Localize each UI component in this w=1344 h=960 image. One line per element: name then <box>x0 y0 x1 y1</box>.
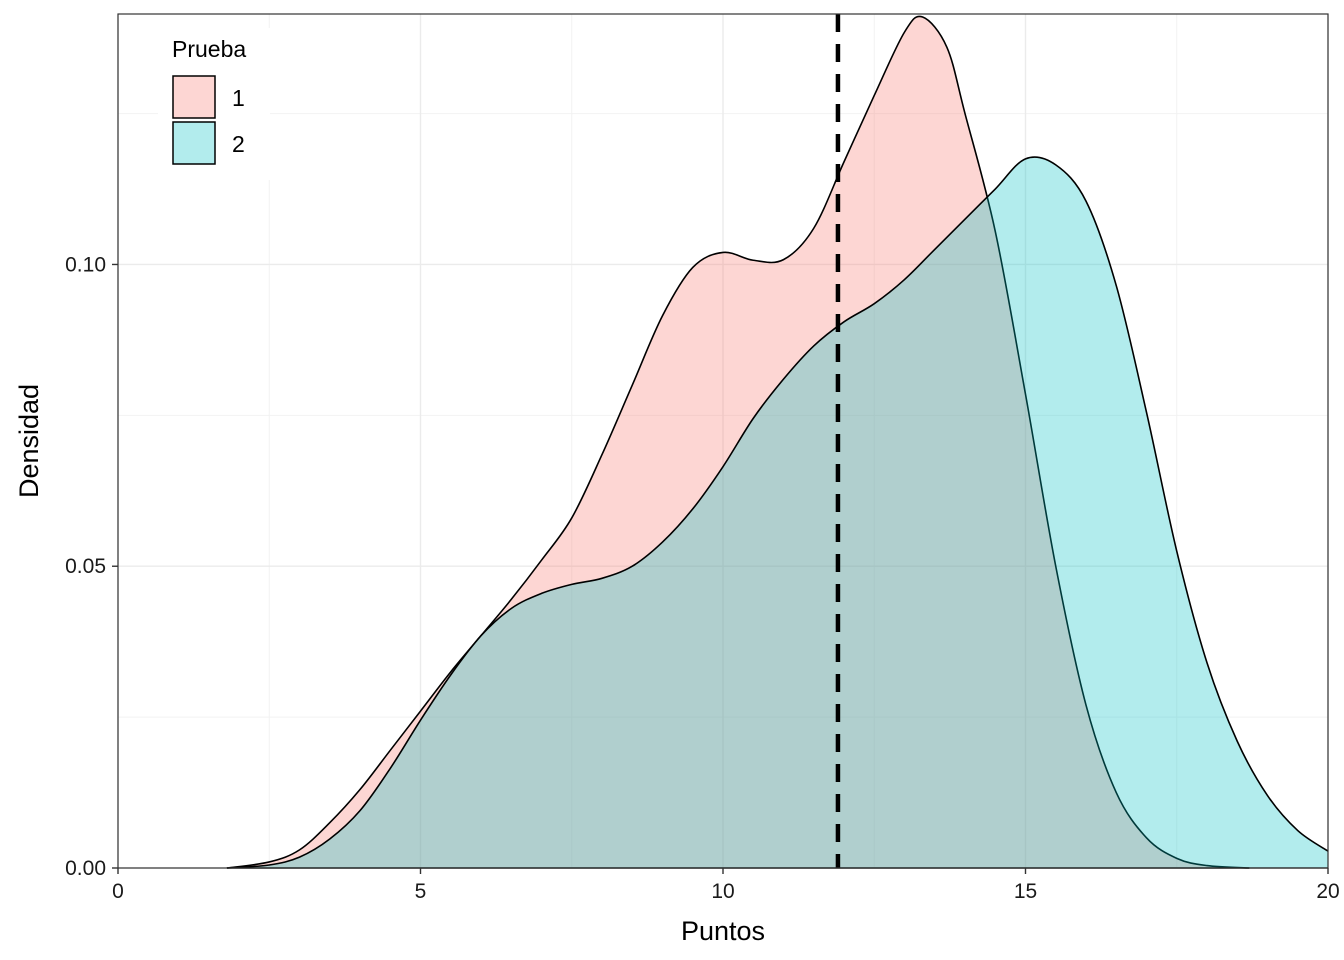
x-tick-label: 10 <box>711 880 734 903</box>
density-area-series-2 <box>226 157 1328 868</box>
legend-title: Prueba <box>172 36 246 62</box>
legend-label-series-1: 1 <box>232 85 245 111</box>
y-tick-label: 0.05 <box>65 555 106 578</box>
x-tick-label: 20 <box>1316 880 1339 903</box>
x-tick-label: 15 <box>1014 880 1037 903</box>
x-axis-title: Puntos <box>681 916 765 946</box>
x-tick-label: 5 <box>415 880 427 903</box>
y-tick-label: 0.00 <box>65 857 106 880</box>
y-axis: 0.00 0.05 0.10 <box>65 253 118 880</box>
y-tick-label: 0.10 <box>65 253 106 276</box>
legend-background <box>158 28 270 180</box>
density-curve-series-2 <box>226 156 1329 869</box>
x-axis: 0 5 10 15 20 <box>112 868 1340 903</box>
legend: Prueba 1 2 <box>158 28 270 180</box>
y-axis-title: Densidad <box>14 384 44 498</box>
legend-key-series-2 <box>172 121 216 165</box>
legend-key-series-1 <box>172 75 216 119</box>
density-curve-series-1 <box>226 15 1250 869</box>
x-tick-label: 0 <box>112 880 124 903</box>
density-areas <box>226 15 1329 869</box>
legend-label-series-2: 2 <box>232 131 245 157</box>
